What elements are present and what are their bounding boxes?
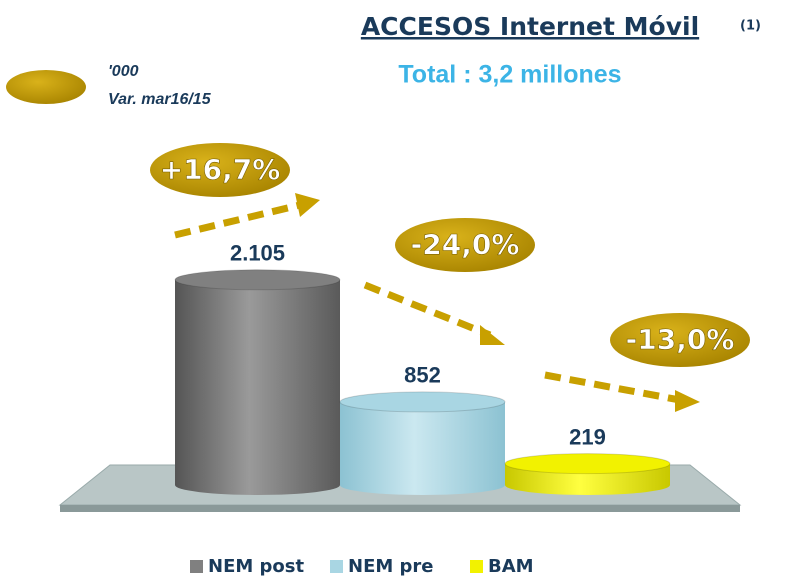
bar-top <box>339 391 506 413</box>
legend-swatch <box>330 560 343 573</box>
change-badge <box>150 143 290 197</box>
arrow-head <box>675 390 700 412</box>
change-badge <box>610 313 750 367</box>
arrows <box>174 201 681 404</box>
chart-title: ACCESOS Internet Móvil <box>361 12 699 41</box>
arrow <box>363 281 492 339</box>
change-label: +16,7% <box>160 153 281 186</box>
value-label: 219 <box>569 424 606 449</box>
legend-swatch <box>190 560 203 573</box>
bar <box>340 401 505 495</box>
change-label: -24,0% <box>411 228 520 261</box>
title-note: (1) <box>740 19 761 34</box>
change-label: -13,0% <box>626 323 735 356</box>
arrow <box>174 201 301 239</box>
arrow <box>544 371 681 404</box>
floor-edge <box>60 505 740 512</box>
legend-label: NEM pre <box>348 556 434 577</box>
legend-note: Var. mar16/15 <box>108 91 212 108</box>
value-label: 852 <box>404 363 441 388</box>
legend-swatch <box>470 560 483 573</box>
bar-top <box>174 269 341 291</box>
arrow-head <box>480 325 505 345</box>
legend-ellipse <box>6 70 86 104</box>
arrow-head <box>295 193 320 217</box>
change-badge <box>395 218 535 272</box>
legend-label: NEM post <box>208 556 305 577</box>
value-label: 2.105 <box>230 241 285 266</box>
bar <box>175 279 340 495</box>
legend-label: BAM <box>488 556 534 577</box>
legend-note: '000 <box>108 63 139 80</box>
bar-top <box>504 453 671 475</box>
subtitle: Total : 3,2 millones <box>398 61 621 89</box>
